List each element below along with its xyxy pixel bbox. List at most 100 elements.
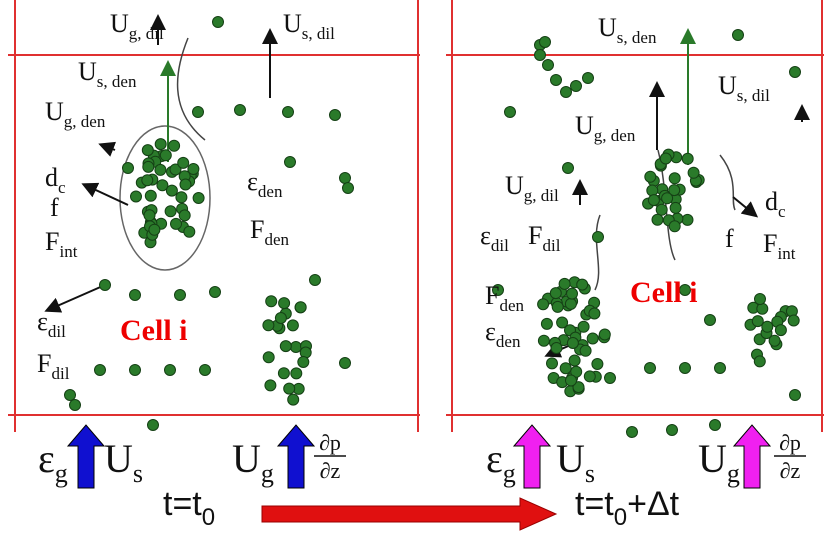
label-sub: g <box>727 459 740 488</box>
label: Ug, den <box>575 111 636 145</box>
label-sub: g, dil <box>524 186 559 205</box>
particle <box>662 193 673 204</box>
label: εg <box>486 436 516 488</box>
particle <box>193 107 204 118</box>
particle <box>330 110 341 121</box>
particle <box>589 308 600 319</box>
particle <box>165 206 176 217</box>
label-sub: s, dil <box>302 24 335 43</box>
particle <box>569 355 580 366</box>
label-main: U <box>78 57 97 86</box>
particle <box>505 107 516 118</box>
particle <box>278 368 289 379</box>
particle <box>790 67 801 78</box>
label-sub: den <box>258 182 283 201</box>
particle <box>584 371 595 382</box>
label-sub: g, den <box>594 126 636 145</box>
particle <box>263 352 274 363</box>
particle <box>790 390 801 401</box>
particle <box>210 287 221 298</box>
label-sub: g <box>261 459 274 488</box>
label-main: d <box>765 187 778 216</box>
label-main: U <box>698 436 727 481</box>
label-sub: 0 <box>614 504 627 531</box>
particle <box>266 296 277 307</box>
particle <box>171 218 182 229</box>
label-main: U <box>505 171 524 200</box>
particle <box>180 179 191 190</box>
particle <box>733 30 744 41</box>
particle <box>578 321 589 332</box>
particle <box>178 157 189 168</box>
label-main: U <box>45 97 64 126</box>
label-sub: den <box>499 296 524 315</box>
particle <box>757 303 768 314</box>
label: εdil <box>480 221 509 255</box>
particle <box>551 75 562 86</box>
fraction-denominator: ∂z <box>780 458 801 483</box>
particle <box>535 50 546 61</box>
label-main: ε <box>38 436 55 481</box>
particle <box>263 320 274 331</box>
green-arrows <box>168 32 688 165</box>
flow-arrows <box>68 425 770 488</box>
label-main: U <box>232 436 261 481</box>
label-main: f <box>725 224 734 253</box>
label: εden <box>485 317 521 351</box>
particle <box>567 288 578 299</box>
particle <box>298 357 309 368</box>
label-main: ε <box>247 167 258 196</box>
particle <box>123 163 134 174</box>
particle <box>627 427 638 438</box>
particle <box>550 288 561 299</box>
particle <box>175 290 186 301</box>
particle <box>645 171 656 182</box>
label: Fdil <box>37 349 70 383</box>
particle <box>599 329 610 340</box>
label-sub: dil <box>491 236 509 255</box>
particle <box>580 345 591 356</box>
label-main: ε <box>485 317 496 346</box>
particle <box>148 420 159 431</box>
particle <box>648 195 659 206</box>
particle <box>541 318 552 329</box>
label-main: F <box>37 349 51 378</box>
label: εden <box>247 167 283 201</box>
particle <box>669 173 680 184</box>
label-tail: +Δt <box>627 485 680 523</box>
particle <box>283 107 294 118</box>
particle <box>669 221 680 232</box>
label: Us <box>556 436 595 488</box>
label-main: F <box>250 215 264 244</box>
label-sub: s <box>133 459 143 488</box>
particle <box>184 226 195 237</box>
particle <box>310 275 321 286</box>
particle <box>100 280 111 291</box>
label: f <box>725 224 734 253</box>
label: t=t0 <box>163 485 215 531</box>
particle <box>179 210 190 221</box>
particle <box>583 73 594 84</box>
particle <box>130 290 141 301</box>
label-sub: s <box>585 459 595 488</box>
particle <box>340 358 351 369</box>
particle <box>551 343 562 354</box>
label: Us, den <box>78 57 137 91</box>
particle <box>682 153 693 164</box>
particle <box>561 87 572 98</box>
particle <box>670 202 681 213</box>
particle <box>200 365 211 376</box>
particle <box>145 190 156 201</box>
particle <box>645 363 656 374</box>
label-main: U <box>575 111 594 140</box>
label-sub: den <box>496 332 521 351</box>
label: Ug <box>698 436 740 488</box>
particle <box>155 139 166 150</box>
label-main: U <box>104 436 133 481</box>
particle <box>280 341 291 352</box>
particle <box>155 164 166 175</box>
particle <box>593 232 604 243</box>
particle <box>769 335 780 346</box>
particle <box>142 145 153 156</box>
particle <box>788 315 799 326</box>
